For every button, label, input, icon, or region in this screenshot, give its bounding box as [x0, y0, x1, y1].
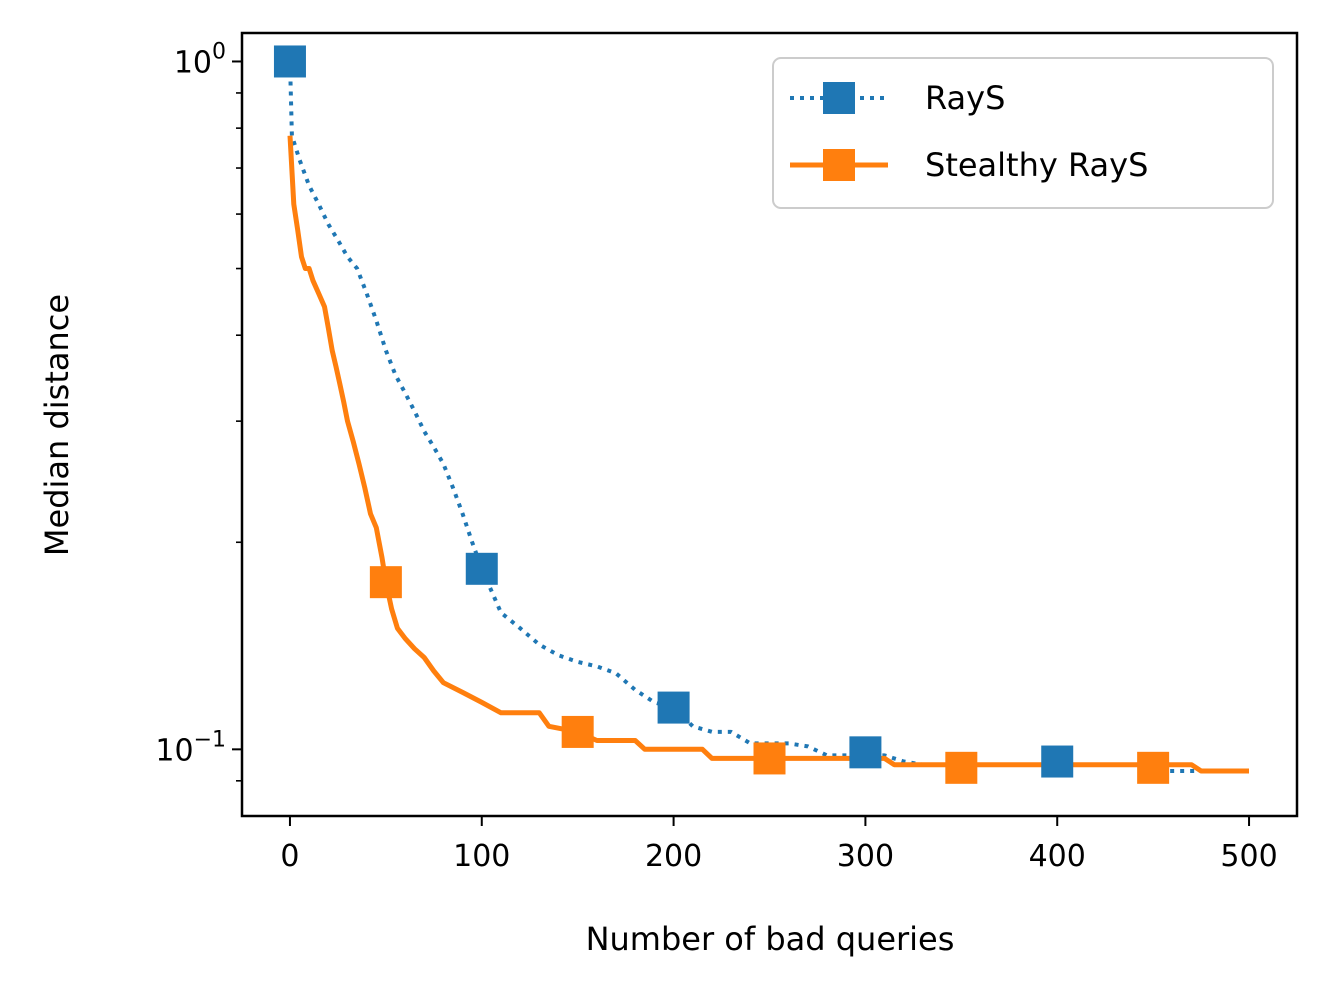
x-axis-label: Number of bad queries	[586, 920, 955, 958]
data-point-rays	[465, 552, 498, 585]
legend-label: Stealthy RayS	[925, 146, 1148, 184]
x-tick-label: 300	[837, 839, 894, 874]
x-tick-label: 400	[1029, 839, 1086, 874]
data-point-stealthy-rays	[369, 566, 402, 599]
data-point-rays	[1041, 745, 1074, 778]
data-point-rays	[273, 45, 306, 78]
data-point-stealthy-rays	[1137, 751, 1170, 784]
x-tick-label: 500	[1220, 839, 1277, 874]
legend-marker	[823, 82, 855, 114]
x-tick-label: 0	[280, 839, 299, 874]
x-tick-label: 100	[453, 839, 510, 874]
legend: RayS Stealthy RayS	[772, 57, 1274, 209]
y-tick-label: 100	[174, 39, 226, 80]
legend-label: RayS	[925, 79, 1005, 117]
plot-frame	[240, 31, 1299, 818]
y-tick-base: 10	[174, 45, 212, 80]
y-tick-base: 10	[155, 733, 193, 768]
data-point-stealthy-rays	[753, 742, 786, 775]
y-tick-label: 10−1	[155, 727, 226, 768]
y-tick-exponent: 0	[212, 39, 226, 64]
x-axis: 0 100 200 300 400 500	[280, 816, 1278, 874]
y-axis-label: Median distance	[38, 294, 76, 556]
y-tick-exponent: −1	[194, 727, 226, 752]
legend-marker	[823, 149, 855, 181]
x-tick-label: 200	[645, 839, 702, 874]
legend-box	[772, 57, 1274, 209]
legend-entries: RayS Stealthy RayS	[790, 79, 1148, 184]
series-markers	[273, 45, 1170, 784]
data-point-rays	[849, 736, 882, 769]
data-point-rays	[657, 691, 690, 724]
data-point-stealthy-rays	[561, 715, 594, 748]
data-point-stealthy-rays	[945, 751, 978, 784]
